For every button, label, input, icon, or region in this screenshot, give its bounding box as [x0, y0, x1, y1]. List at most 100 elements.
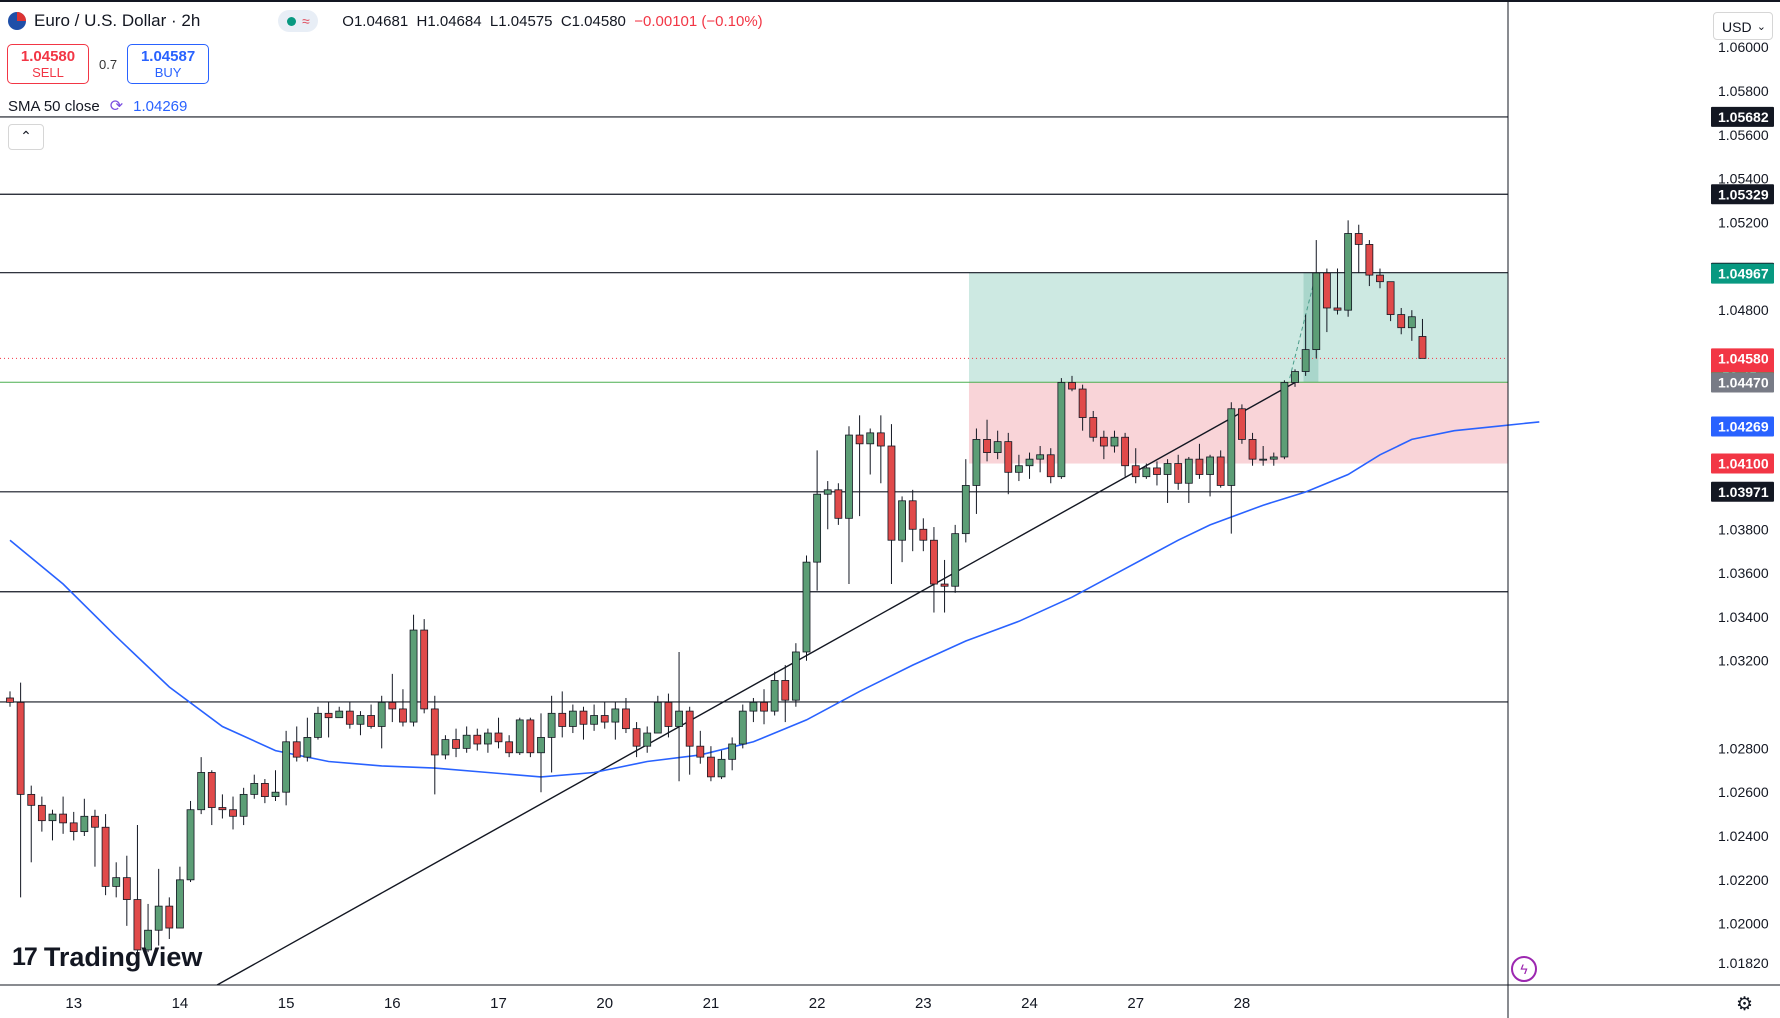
x-tick-label: 27 — [1127, 995, 1144, 1012]
candle — [122, 855, 131, 926]
candle-body — [282, 741, 291, 793]
candle — [345, 702, 354, 729]
candle-body — [1312, 272, 1321, 351]
candle — [1163, 459, 1172, 503]
candle — [1015, 454, 1023, 482]
candle — [1195, 443, 1204, 479]
candle-body — [1248, 439, 1257, 460]
indicator-value: 1.04269 — [133, 97, 188, 115]
candle — [462, 726, 471, 753]
price-label: 1.04967 — [1718, 266, 1769, 282]
y-tick-label: 1.02800 — [1718, 740, 1769, 756]
candle-body — [473, 734, 482, 745]
candle — [1365, 240, 1374, 287]
candle-body — [345, 710, 354, 725]
candle-body — [887, 445, 896, 541]
y-tick-label: 1.02600 — [1718, 784, 1769, 800]
candle-body — [1280, 382, 1289, 458]
tradingview-logo: 17 TradingView — [12, 942, 202, 973]
candle — [653, 695, 662, 734]
x-tick-label: 23 — [915, 995, 932, 1012]
candle — [866, 428, 875, 475]
candle-body — [1068, 382, 1076, 390]
candle — [940, 559, 949, 613]
candle-body — [133, 899, 142, 951]
candle-body — [239, 793, 248, 817]
candle-body — [420, 629, 429, 710]
price-label: 1.04269 — [1718, 419, 1769, 435]
ohlc-open: O1.04681 — [342, 12, 409, 30]
currency-label: USD — [1722, 19, 1752, 35]
candle — [1269, 452, 1278, 466]
price-label: 1.05329 — [1718, 186, 1769, 202]
candle-body — [483, 732, 492, 745]
candle — [356, 711, 365, 736]
symbol-title[interactable]: Euro / U.S. Dollar · 2h — [34, 11, 201, 30]
buy-button[interactable]: 1.04587 BUY — [127, 44, 210, 84]
candle-body — [260, 783, 269, 797]
candle — [1312, 240, 1321, 359]
y-tick-label: 1.06000 — [1718, 39, 1769, 55]
candle-body — [568, 710, 577, 727]
price-label-box — [1711, 416, 1774, 437]
candle — [1068, 375, 1076, 392]
candle — [1206, 454, 1214, 497]
candle-body — [537, 737, 545, 754]
candle-body — [951, 533, 960, 587]
candle-body — [409, 629, 418, 723]
currency-selector[interactable]: USD ⌄ — [1713, 12, 1773, 40]
candle — [80, 798, 89, 837]
candle-body — [356, 715, 365, 725]
candle-body — [37, 804, 46, 822]
candle-body — [1195, 458, 1204, 475]
market-status[interactable]: ≈ — [278, 10, 319, 32]
candle-body — [144, 929, 152, 951]
gear-icon[interactable]: ⚙ — [1736, 994, 1754, 1015]
candle — [218, 794, 227, 819]
candle-body — [834, 489, 843, 519]
candle-body — [993, 441, 1002, 453]
sell-button[interactable]: 1.04580 SELL — [7, 44, 89, 84]
candle-body — [207, 772, 216, 808]
candle — [1418, 318, 1427, 359]
candle — [675, 651, 683, 782]
candle-body — [377, 701, 386, 727]
candle — [27, 785, 36, 863]
candle — [855, 415, 864, 517]
candle-body — [930, 539, 938, 585]
candle-body — [59, 813, 67, 824]
indicator-name: SMA 50 close — [8, 97, 100, 115]
flash-icon[interactable]: ϟ — [1511, 956, 1537, 982]
tradingview-mark-icon: 17 — [12, 943, 38, 971]
candle — [314, 706, 322, 740]
candle — [717, 750, 726, 780]
candle — [335, 706, 344, 719]
candle-body — [1025, 458, 1034, 467]
collapse-legend-button[interactable]: ⌃ — [8, 124, 44, 150]
sell-price: 1.04580 — [20, 48, 76, 65]
candle — [961, 459, 970, 543]
candle-body — [664, 701, 673, 727]
candle-body — [738, 710, 747, 745]
candle-body — [940, 583, 949, 587]
chevron-down-icon: ⌄ — [1756, 21, 1766, 33]
candle — [1407, 310, 1416, 341]
y-tick-label: 1.02400 — [1718, 828, 1769, 844]
candle-body — [27, 793, 36, 806]
candle — [197, 757, 206, 815]
y-tick-label: 1.02200 — [1718, 872, 1769, 888]
candle — [1248, 432, 1257, 466]
candle-body — [802, 561, 811, 653]
candle — [802, 555, 811, 661]
logo-text: TradingView — [43, 942, 203, 972]
candle-body — [760, 701, 768, 712]
candle-body — [972, 439, 981, 486]
candle-body — [855, 434, 864, 445]
candle-body — [1153, 467, 1161, 475]
candle-body — [335, 710, 344, 719]
candle-body — [367, 715, 375, 727]
candle-body — [250, 783, 259, 795]
indicator-legend[interactable]: SMA 50 close ⟳ 1.04269 — [8, 96, 187, 116]
y-tick-label: 1.03600 — [1718, 565, 1769, 581]
